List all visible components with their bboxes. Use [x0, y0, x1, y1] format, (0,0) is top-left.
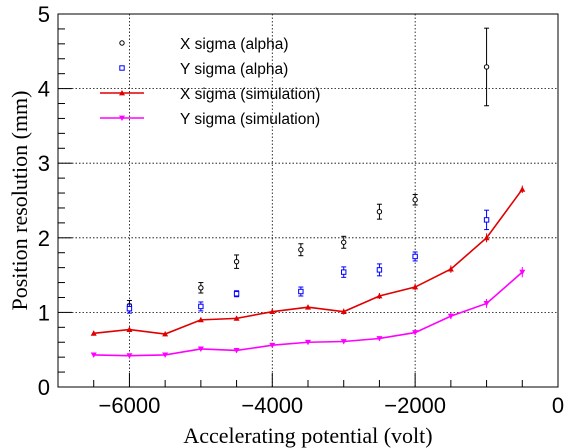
- y-axis-title: Position resolution (mm): [7, 91, 32, 311]
- data-point: [233, 348, 240, 354]
- data-point: [483, 64, 490, 70]
- data-point: [198, 285, 204, 291]
- axis-ticks: [57, 13, 559, 388]
- data-point: [269, 308, 276, 315]
- data-point: [198, 303, 204, 310]
- plot-frame: [57, 13, 559, 388]
- data-point: [412, 197, 418, 203]
- series-1: [126, 27, 490, 312]
- data-point: [126, 353, 133, 359]
- data-point: [412, 253, 418, 260]
- legend-item-3: X sigma (simulation): [100, 86, 320, 103]
- data-point: [519, 269, 526, 276]
- series-2: [126, 209, 490, 314]
- y-tick-label: 1: [38, 300, 50, 325]
- x-tick-label: −4000: [241, 393, 303, 418]
- legend: X sigma (alpha) Y sigma (alpha) X sigma (s…: [100, 36, 320, 128]
- grid-lines: [58, 14, 558, 387]
- data-point: [412, 330, 419, 336]
- y-tick-label: 2: [38, 226, 50, 251]
- data-point: [305, 339, 311, 346]
- data-point: [298, 288, 304, 295]
- data-point: [162, 352, 169, 358]
- data-point: [519, 186, 526, 192]
- data-point: [376, 292, 383, 299]
- data-point: [162, 331, 169, 337]
- legend-marker: [119, 40, 125, 46]
- data-point: [376, 336, 383, 342]
- legend-item-1: X sigma (alpha): [119, 36, 289, 53]
- legend-marker: [119, 90, 125, 96]
- data-point: [269, 342, 276, 349]
- legend-label: Y sigma (alpha): [180, 61, 288, 78]
- data-point: [233, 258, 240, 265]
- legend-item-2: Y sigma (alpha): [119, 61, 288, 78]
- legend-marker: [119, 65, 125, 71]
- data-point: [447, 266, 454, 272]
- legend-label: X sigma (simulation): [180, 86, 320, 103]
- legend-label: X sigma (alpha): [180, 36, 289, 53]
- data-point: [233, 315, 240, 321]
- x-tick-label: 0: [552, 393, 564, 418]
- series-3: [90, 185, 526, 337]
- data-point: [197, 346, 204, 352]
- series-layer: [90, 27, 526, 359]
- data-point: [340, 308, 347, 315]
- data-point: [447, 313, 454, 320]
- legend-label: Y sigma (simulation): [180, 111, 320, 128]
- data-point: [197, 316, 204, 323]
- data-point: [376, 267, 383, 273]
- data-point: [126, 326, 133, 332]
- y-tick-label: 3: [38, 151, 50, 176]
- data-point: [90, 330, 97, 336]
- data-point: [376, 208, 383, 215]
- data-point: [483, 301, 490, 307]
- data-point: [298, 247, 304, 253]
- data-point: [341, 239, 347, 245]
- data-point: [483, 234, 490, 241]
- data-point: [483, 217, 490, 223]
- data-point: [341, 269, 347, 275]
- data-point: [305, 304, 311, 310]
- data-point: [233, 291, 240, 297]
- y-tick-label: 5: [38, 2, 50, 27]
- x-tick-label: −2000: [384, 393, 446, 418]
- y-tick-label: 4: [38, 77, 50, 102]
- data-point: [340, 339, 347, 345]
- data-point: [126, 305, 133, 312]
- legend-item-4: Y sigma (simulation): [100, 111, 320, 128]
- axis-tick-labels: −6000 −4000 −2000 0 0 1 2 3 4 5: [38, 2, 564, 418]
- data-point: [90, 352, 97, 358]
- series-4: [90, 266, 526, 359]
- y-tick-label: 0: [38, 375, 50, 400]
- x-tick-label: −6000: [99, 393, 161, 418]
- data-point: [412, 284, 419, 290]
- legend-marker: [119, 115, 125, 121]
- x-axis-title: Accelerating potential (volt): [183, 423, 432, 448]
